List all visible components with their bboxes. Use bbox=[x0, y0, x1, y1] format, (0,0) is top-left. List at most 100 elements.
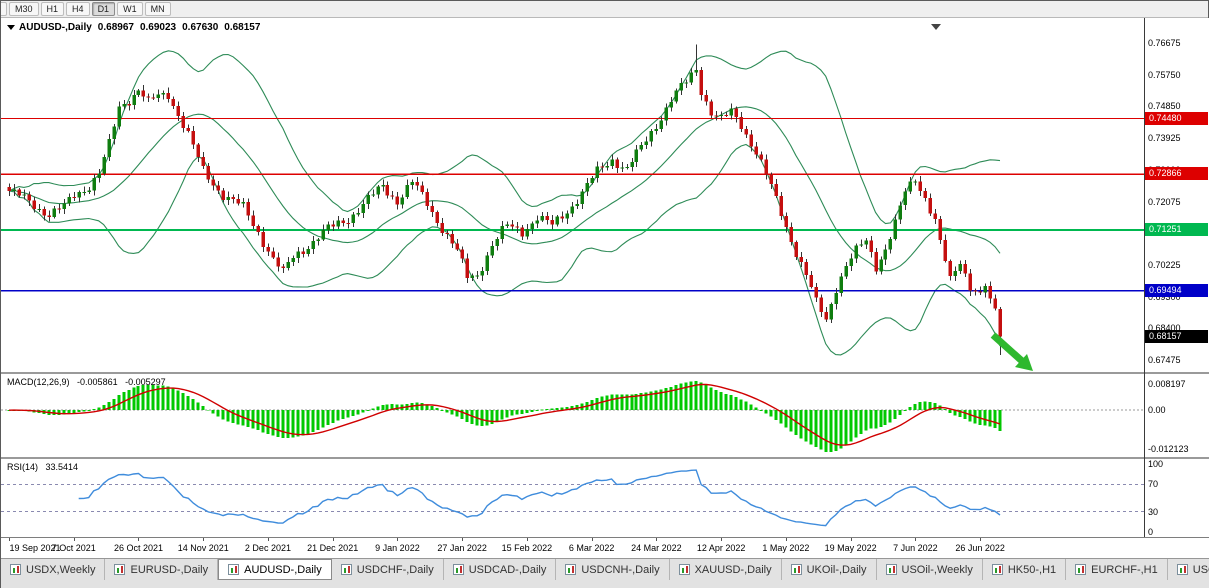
chart-tab-icon bbox=[678, 564, 690, 575]
time-scale-tick bbox=[527, 538, 528, 541]
timeframe-button-w1[interactable]: W1 bbox=[117, 2, 143, 16]
chart-tab-label: EURUSD-,Daily bbox=[130, 563, 209, 576]
chart-tab-eurusd-daily[interactable]: EURUSD-,Daily bbox=[105, 559, 219, 580]
chart-tab-icon bbox=[1176, 564, 1188, 575]
price-level-badge: 0.68157 bbox=[1145, 329, 1208, 343]
bollinger-middle bbox=[8, 106, 1001, 272]
time-scale-label: 9 Jan 2022 bbox=[375, 543, 420, 553]
price-scale-label: 0.72075 bbox=[1148, 196, 1181, 207]
rsi-line bbox=[78, 469, 1001, 527]
chart-tab-label: USOil-,Weekly bbox=[901, 563, 973, 576]
time-scale-label: 12 Apr 2022 bbox=[696, 543, 746, 553]
chart-tab-usdchf-daily[interactable]: USDCHF-,Daily bbox=[331, 559, 444, 580]
chart-tab-label: HK50-,H1 bbox=[1007, 563, 1057, 576]
chart-tab-icon bbox=[10, 564, 21, 575]
time-scale-label: 6 Mar 2022 bbox=[568, 543, 615, 553]
chart-tabs-bar: USDX,Weekly EURUSD-,Daily AUDUSD-,Daily USD… bbox=[1, 558, 1209, 588]
time-scale-tick bbox=[656, 538, 657, 541]
timeframe-button-mn[interactable]: MN bbox=[144, 2, 171, 16]
price-level-badge: 0.71251 bbox=[1145, 222, 1208, 236]
macd-panel: MACD(12,26,9) -0.005861 -0.005297 0.0081… bbox=[1, 372, 1209, 457]
price-axis-separator[interactable] bbox=[1144, 18, 1145, 537]
time-scale-label: 7 Jun 2022 bbox=[893, 543, 938, 553]
price-level-badge: 0.69494 bbox=[1145, 283, 1208, 297]
ohlc-low: 0.67630 bbox=[182, 22, 219, 33]
timeframe-button-5[interactable]: 5 bbox=[1, 2, 8, 16]
price-scale-label: 0.74850 bbox=[1148, 100, 1181, 111]
chart-tab-usoil-weekly[interactable]: USOil-,Weekly bbox=[876, 559, 983, 580]
time-scale-tick bbox=[462, 538, 463, 541]
chart-tab-ukoil-daily[interactable]: UKOil-,Daily bbox=[781, 559, 877, 580]
rsi-title: RSI(14) 33.5414 bbox=[7, 462, 83, 472]
price-level-badge: 0.72866 bbox=[1145, 167, 1208, 181]
chart-tab-label: AUDUSD-,Daily bbox=[244, 563, 322, 576]
chart-tab-usdx-weekly[interactable]: USDX,Weekly bbox=[1, 559, 106, 580]
timeframe-button-m30[interactable]: M30 bbox=[9, 2, 39, 16]
time-scale-label: 7 Oct 2021 bbox=[51, 543, 96, 553]
time-scale[interactable]: 19 Sep 2021 7 Oct 2021 26 Oct 2021 14 Nov 2… bbox=[1, 537, 1209, 558]
time-scale-label: 26 Oct 2021 bbox=[113, 543, 163, 553]
rsi-scale-label: 70 bbox=[1148, 479, 1159, 490]
chart-tab-label: USDX,Weekly bbox=[26, 563, 96, 576]
price-scale-label: 0.73925 bbox=[1148, 132, 1181, 143]
price-level-badge: 0.74480 bbox=[1145, 111, 1208, 125]
rsi-chart[interactable] bbox=[1, 459, 1144, 537]
chart-tab-label: USDCNH-,Daily bbox=[581, 563, 660, 576]
chart-tab-icon bbox=[565, 564, 577, 575]
macd-histogram bbox=[7, 380, 1002, 453]
chart-tab-usoil-h4[interactable]: USOil-,H4 bbox=[1167, 559, 1209, 580]
chart-tab-icon bbox=[790, 564, 802, 575]
ohlc-high: 0.69023 bbox=[139, 22, 177, 33]
macd-chart[interactable] bbox=[1, 374, 1144, 457]
time-scale-tick bbox=[268, 538, 269, 541]
chart-shift-marker-icon[interactable] bbox=[931, 24, 941, 30]
chart-tab-xauusd-daily[interactable]: XAUUSD-,Daily bbox=[669, 559, 782, 580]
rsi-value: 33.5414 bbox=[45, 462, 79, 472]
bollinger-upper bbox=[8, 50, 1001, 225]
chart-tab-label: UKOil-,Daily bbox=[806, 563, 867, 576]
chart-tab-hk50-h1[interactable]: HK50-,H1 bbox=[982, 559, 1067, 580]
chart-tab-icon bbox=[452, 564, 464, 575]
time-scale-tick bbox=[203, 538, 204, 541]
price-scale-label: 0.76675 bbox=[1148, 37, 1181, 48]
time-scale-label: 26 Jun 2022 bbox=[955, 543, 1005, 553]
time-scale-tick bbox=[851, 538, 852, 541]
price-scale-label: 0.75750 bbox=[1148, 69, 1181, 80]
time-scale-tick bbox=[333, 538, 334, 541]
price-scale-label: 0.69300 bbox=[1148, 292, 1181, 303]
timeframe-button-h1[interactable]: H1 bbox=[40, 2, 65, 16]
chart-tab-label: USDCAD-,Daily bbox=[468, 563, 547, 576]
time-scale-tick bbox=[9, 538, 10, 541]
time-scale-tick bbox=[786, 538, 787, 541]
chart-tab-icon bbox=[340, 564, 352, 575]
candlestick-chart[interactable] bbox=[1, 18, 1144, 372]
time-scale-label: 1 May 2022 bbox=[762, 543, 810, 553]
chart-tab-usdcad-daily[interactable]: USDCAD-,Daily bbox=[443, 559, 557, 580]
time-scale-tick bbox=[397, 538, 398, 541]
trend-arrow[interactable] bbox=[990, 332, 1033, 371]
time-scale-tick bbox=[980, 538, 981, 541]
chart-tab-icon bbox=[885, 564, 897, 575]
time-scale-tick bbox=[74, 538, 75, 541]
macd-scale-label: -0.012123 bbox=[1148, 443, 1189, 454]
chart-tab-eurchf-h1[interactable]: EURCHF-,H1 bbox=[1066, 559, 1168, 580]
rsi-scale-label: 30 bbox=[1148, 506, 1159, 517]
timeframe-button-h4[interactable]: H4 bbox=[66, 2, 90, 16]
chart-menu-icon[interactable] bbox=[7, 25, 15, 30]
candles bbox=[7, 44, 1002, 355]
time-scale-label: 24 Mar 2022 bbox=[631, 543, 682, 553]
chart-tab-usdcnh-daily[interactable]: USDCNH-,Daily bbox=[556, 559, 670, 580]
macd-main-value: -0.005861 bbox=[77, 377, 118, 387]
timeframe-button-d1[interactable]: D1 bbox=[91, 2, 116, 16]
rsi-scale-label: 100 bbox=[1148, 459, 1164, 469]
time-scale-label: 21 Dec 2021 bbox=[307, 543, 359, 553]
time-scale-tick bbox=[138, 538, 139, 541]
ohlc-close: 0.68157 bbox=[224, 22, 261, 33]
macd-title: MACD(12,26,9) -0.005861 -0.005297 bbox=[7, 377, 171, 387]
bollinger-lower bbox=[8, 143, 1001, 356]
chart-tab-label: USDCHF-,Daily bbox=[356, 563, 434, 576]
time-scale-label: 27 Jan 2022 bbox=[437, 543, 487, 553]
chart-tab-audusd-daily[interactable]: AUDUSD-,Daily bbox=[218, 559, 332, 580]
time-scale-tick bbox=[915, 538, 916, 541]
chart-tab-label: XAUUSD-,Daily bbox=[694, 563, 772, 576]
